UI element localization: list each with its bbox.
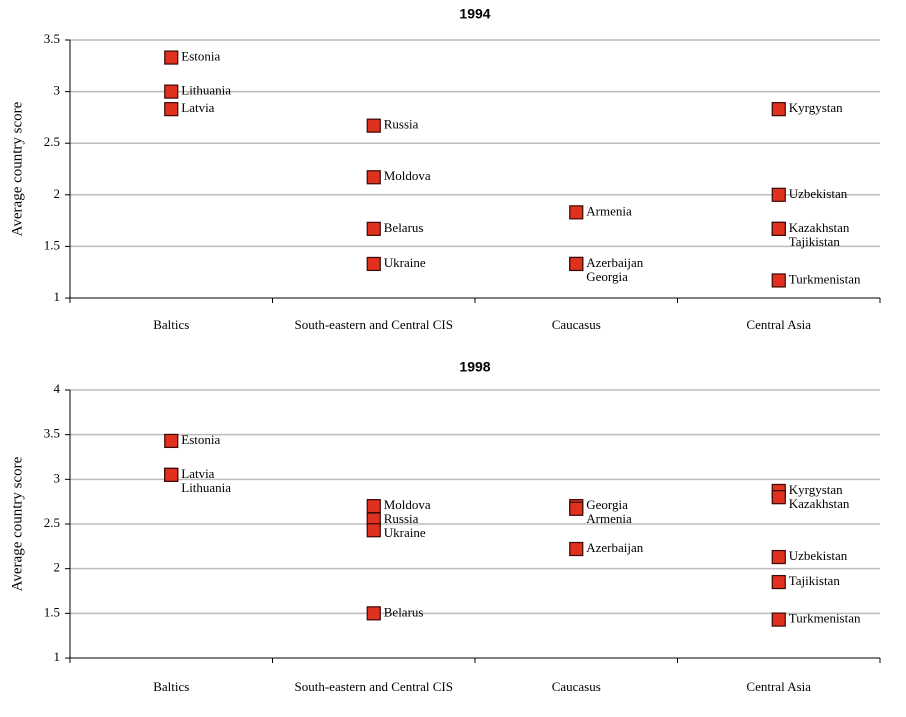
y-tick-label: 2.5 [44,515,60,530]
x-tick-label: South-eastern and Central CIS [295,317,454,332]
y-tick-label: 1.5 [44,237,60,252]
x-tick-label: Baltics [153,317,189,332]
point [771,490,786,505]
x-tick-label: South-eastern and Central CIS [295,679,454,694]
point [366,170,381,185]
y-tick-label: 3.5 [44,31,60,46]
point [569,501,584,516]
point-label: Russia [384,117,419,132]
y-tick-label: 1 [54,649,61,664]
point-label: Latvia [181,466,214,481]
point [771,273,786,288]
point [771,574,786,590]
x-tick-label: Baltics [153,679,189,694]
point [164,84,179,99]
point-label: Armenia [586,203,632,218]
x-tick-label: Central Asia [746,679,811,694]
point-label: Lithuania [181,480,231,495]
x-tick-label: Caucasus [552,317,601,332]
point-label: Moldova [384,168,431,183]
y-axis-label: Average country score [9,101,25,236]
point-label: Uzbekistan [789,186,848,201]
y-tick-label: 1 [54,289,61,304]
point-label: Lithuania [181,83,231,98]
point-label: Georgia [586,497,628,512]
point-label: Georgia [586,269,628,284]
point [366,606,381,621]
point-label: Tajikistan [789,573,841,588]
y-tick-label: 2 [54,186,61,201]
point-label: Kazakhstan [789,220,850,235]
point-label: Estonia [181,432,220,447]
point-label: Latvia [181,100,214,115]
point-label: Ukraine [384,255,426,270]
point [569,205,584,220]
point-label: Ukraine [384,525,426,540]
point [771,221,786,236]
y-tick-label: 2 [54,560,61,575]
point-label: Kyrgystan [789,482,843,497]
point [771,612,786,627]
point-label: Moldova [384,497,431,512]
point [366,118,381,133]
point [771,102,786,117]
chart-title: 1998 [459,359,490,375]
x-tick-label: Caucasus [552,679,601,694]
point-label: Armenia [586,511,632,526]
point [164,50,179,65]
point-label: Turkmenistan [789,271,861,286]
point [164,467,179,482]
point-label: Kyrgystan [789,100,843,115]
point-label: Azerbaijan [586,255,644,270]
y-tick-label: 4 [54,381,61,396]
point-label: Tajikistan [789,234,841,249]
point-label: Uzbekistan [789,548,848,563]
y-tick-label: 3 [54,470,61,485]
y-tick-label: 2.5 [44,134,60,149]
point [366,221,381,236]
y-tick-label: 3.5 [44,426,60,441]
chart-title: 1994 [459,6,490,22]
point-label: Belarus [384,604,424,619]
point [366,499,381,514]
point-label: Russia [384,511,419,526]
point [569,256,584,272]
point [771,549,786,565]
y-tick-label: 1.5 [44,604,60,619]
point-label: Estonia [181,49,220,64]
point [569,541,584,557]
point [771,187,786,202]
point-label: Azerbaijan [586,540,644,555]
point [164,433,179,449]
point-label: Kazakhstan [789,496,850,511]
y-axis-label: Average country score [9,456,25,591]
point [164,102,179,117]
point-label: Belarus [384,220,424,235]
point-label: Turkmenistan [789,611,861,626]
point [366,523,381,538]
x-tick-label: Central Asia [746,317,811,332]
point [366,256,381,272]
y-tick-label: 3 [54,83,61,98]
